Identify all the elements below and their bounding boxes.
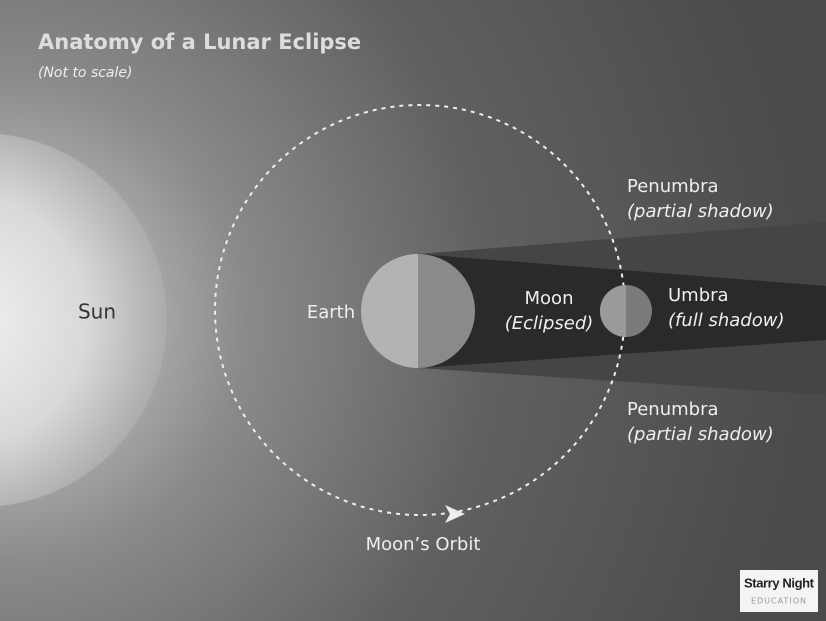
umbra-label: Umbra xyxy=(668,285,729,306)
orbit-label: Moon’s Orbit xyxy=(366,534,481,555)
logo-tagline: EDUCATION xyxy=(751,597,807,606)
penumbra-label: Penumbra xyxy=(627,399,719,420)
sun-label: Sun xyxy=(78,300,116,324)
penumbra-note: (partial shadow) xyxy=(627,424,774,445)
moon-note: (Eclipsed) xyxy=(505,313,594,334)
penumbra-note: (partial shadow) xyxy=(627,201,774,222)
diagram: Anatomy of a Lunar Eclipse (Not to scale… xyxy=(0,0,826,621)
logo-name: Starry Night xyxy=(744,575,815,590)
subtitle: (Not to scale) xyxy=(38,65,132,81)
umbra-note: (full shadow) xyxy=(668,310,785,331)
penumbra-label: Penumbra xyxy=(627,176,719,197)
moon-label: Moon xyxy=(525,288,574,309)
title: Anatomy of a Lunar Eclipse xyxy=(38,30,361,54)
earth-label: Earth xyxy=(307,302,355,323)
